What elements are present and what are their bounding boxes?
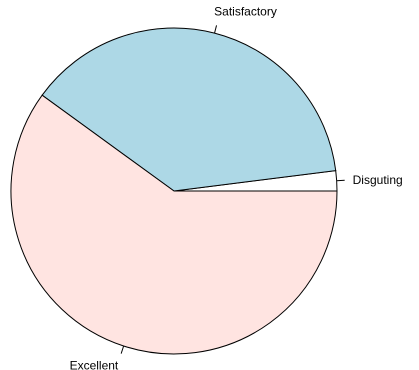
pie-slices <box>10 27 338 355</box>
pie-label-disguting: Disguting <box>353 173 403 187</box>
leader-line-excellent <box>120 345 125 354</box>
pie-label-excellent: Excellent <box>70 358 119 370</box>
pie-label-satisfactory: Satisfactory <box>214 5 277 19</box>
leader-line-satisfactory <box>214 25 218 34</box>
leader-line-disguting <box>336 179 345 182</box>
pie-labels: Disguting Satisfactory Excellent <box>70 5 403 370</box>
pie-slice-satisfactory <box>41 27 337 192</box>
